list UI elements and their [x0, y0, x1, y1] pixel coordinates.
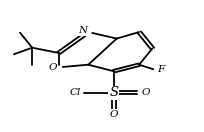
Text: O: O [109, 110, 117, 119]
Text: N: N [78, 26, 87, 35]
Text: O: O [49, 63, 57, 72]
Text: Cl: Cl [69, 88, 81, 97]
Text: F: F [157, 65, 164, 74]
Text: O: O [141, 88, 150, 97]
Text: S: S [109, 86, 118, 99]
